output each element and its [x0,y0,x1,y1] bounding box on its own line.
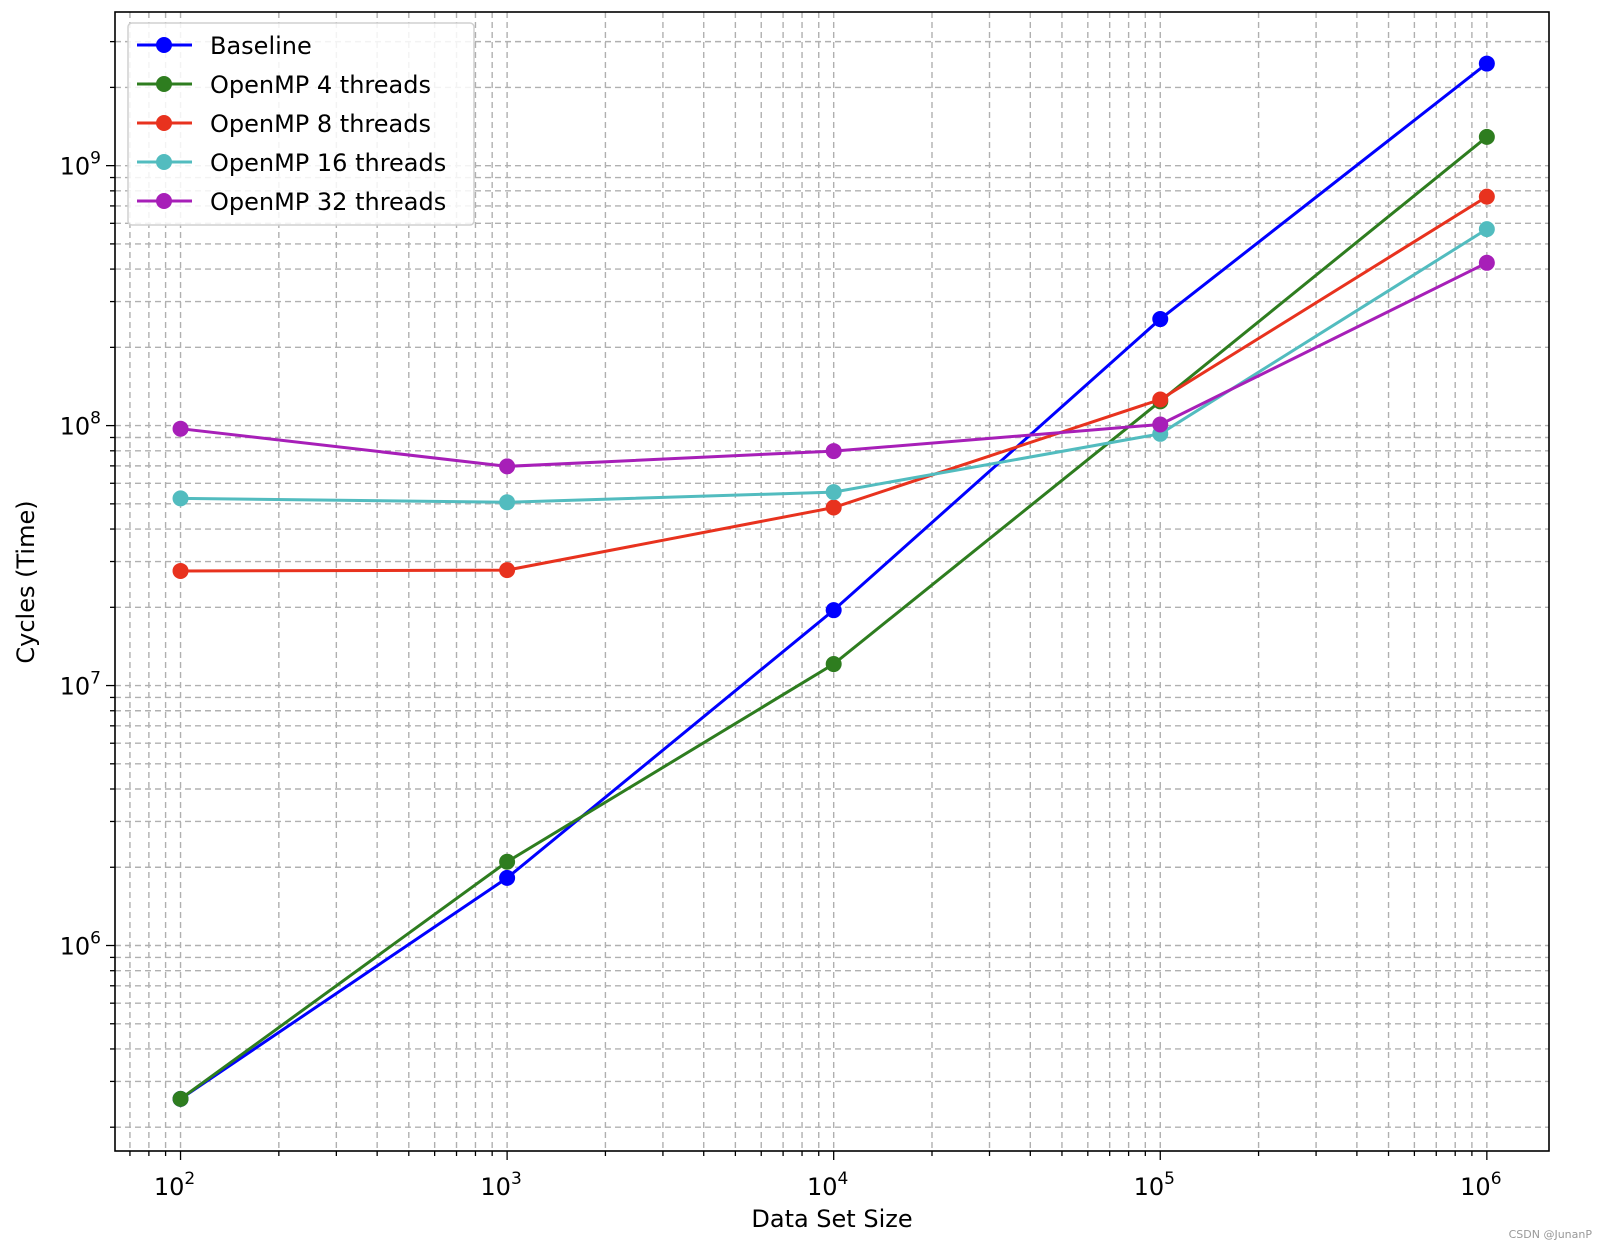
legend-marker [156,154,172,170]
y-tick-exp: 8 [90,409,101,429]
data-point [499,869,516,886]
data-point [1152,416,1169,433]
x-tick-exp: 3 [511,1169,522,1189]
data-point [825,499,842,516]
y-tick-label: 108 [60,409,101,441]
y-tick-exp: 9 [90,149,101,169]
y-tick-base: 10 [60,153,91,181]
legend-label: OpenMP 16 threads [210,149,446,177]
legend-label: OpenMP 4 threads [210,71,431,99]
data-point [825,443,842,460]
legend-label: Baseline [210,32,312,60]
watermark: CSDN @JunanP [1509,1228,1593,1241]
y-tick-exp: 6 [90,929,101,949]
x-tick-exp: 2 [184,1169,195,1189]
y-tick-label: 107 [60,669,101,701]
legend-marker [156,115,172,131]
legend: Baseline OpenMP 4 threads OpenMP 8 threads… [127,22,475,226]
y-tick-base: 10 [60,673,91,701]
x-axis-label: Data Set Size [751,1205,912,1233]
x-tick-base: 10 [154,1173,185,1201]
legend-marker [156,37,172,53]
x-tick-label: 105 [1134,1169,1175,1201]
data-point [1152,391,1169,408]
series-layer [172,55,1495,1107]
legend-label: OpenMP 32 threads [210,188,446,216]
data-point [172,420,189,437]
y-axis-label: Cycles (Time) [12,500,40,663]
data-point [825,602,842,619]
x-tick-base: 10 [480,1173,511,1201]
x-tick-label: 103 [480,1169,521,1201]
y-tick-base: 10 [60,413,91,441]
data-point [1478,254,1495,271]
y-tick-label: 106 [60,929,101,961]
legend-marker [156,76,172,92]
data-point [172,490,189,507]
x-tick-exp: 4 [838,1169,849,1189]
x-tick-label: 102 [154,1169,195,1201]
y-tick-base: 10 [60,933,91,961]
data-point [1478,188,1495,205]
data-point [1478,128,1495,145]
data-point [825,484,842,501]
legend-marker [156,193,172,209]
data-point [499,853,516,870]
x-tick-base: 10 [1134,1173,1165,1201]
data-point [1478,55,1495,72]
data-point [1478,221,1495,238]
x-tick-exp: 5 [1164,1169,1175,1189]
data-point [499,562,516,579]
legend-box [127,22,475,226]
x-tick-label: 104 [807,1169,848,1201]
y-tick-exp: 7 [90,669,101,689]
data-point [499,494,516,511]
x-tick-label: 106 [1460,1169,1501,1201]
y-tick-label: 109 [60,149,101,181]
x-tick-base: 10 [1460,1173,1491,1201]
plot-frame [114,11,1550,1152]
grid [115,12,1549,1151]
data-point [499,458,516,475]
data-point [1152,311,1169,328]
legend-label: OpenMP 8 threads [210,110,431,138]
data-point [825,656,842,673]
x-tick-exp: 6 [1491,1169,1502,1189]
data-point [172,1090,189,1107]
data-point [172,562,189,579]
x-tick-base: 10 [807,1173,838,1201]
